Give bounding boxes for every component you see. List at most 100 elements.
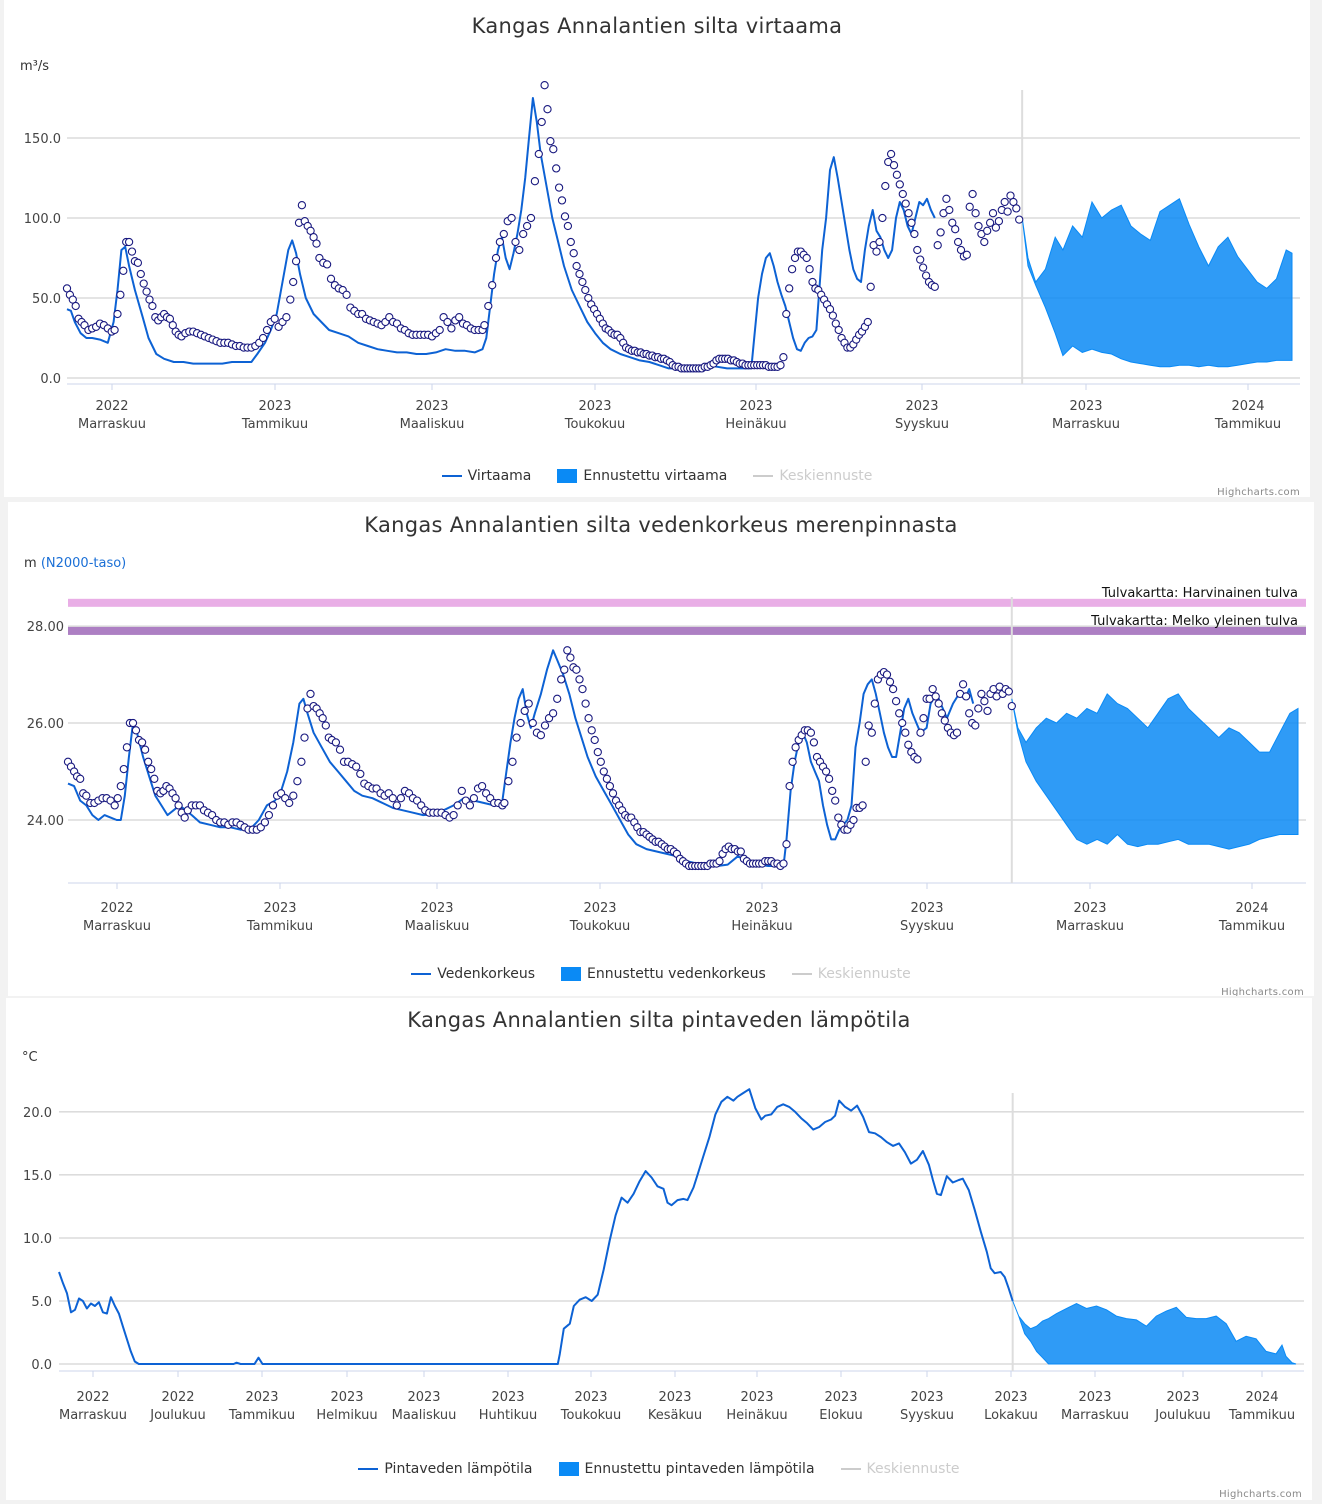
legend-item-ennustettu-vedenkorkeus[interactable]: Ennustettu vedenkorkeus — [561, 966, 766, 982]
x-tick-year: 2023 — [740, 1390, 773, 1405]
observation-point — [285, 798, 294, 808]
y-tick-label: 15.0 — [23, 1169, 52, 1184]
observation-point — [321, 721, 330, 730]
observation-point — [113, 309, 122, 319]
chart-legend: Virtaama Ennustettu virtaama Keskiennust… — [4, 468, 1310, 484]
observation-point — [136, 269, 145, 279]
observation-point — [882, 670, 892, 679]
observation-point — [878, 213, 887, 223]
observation-point — [110, 325, 119, 335]
observation-point — [782, 840, 791, 849]
x-tick-month: Tammikuu — [1228, 1408, 1295, 1423]
observation-point — [322, 260, 332, 269]
observation-point — [898, 189, 907, 199]
observation-point — [584, 714, 593, 723]
legend-item-vedenkorkeus[interactable]: Vedenkorkeus — [411, 966, 535, 982]
legend-item-keskiennuste[interactable]: Keskiennuste — [840, 1461, 960, 1477]
legend-item-keskiennuste[interactable]: Keskiennuste — [791, 966, 911, 982]
observation-point — [809, 738, 819, 747]
observation-point — [971, 209, 980, 218]
x-tick-month: Marraskuu — [59, 1408, 127, 1423]
x-tick-month: Lokakuu — [984, 1408, 1038, 1423]
observation-point — [140, 745, 150, 754]
observation-point — [983, 706, 992, 716]
observation-point — [528, 718, 537, 728]
x-tick-month: Joulukuu — [1154, 1408, 1211, 1423]
x-tick-month: Helmikuu — [316, 1408, 377, 1423]
observation-point — [916, 728, 925, 737]
highcharts-credit[interactable]: Highcharts.com — [1219, 1489, 1302, 1500]
observation-point — [866, 282, 875, 291]
forecast-range-area — [1011, 693, 1299, 850]
y-tick-label: 28.00 — [27, 620, 64, 635]
legend-item-ennustettu-virtaama[interactable]: Ennustettu virtaama — [557, 468, 727, 484]
observation-point — [931, 692, 940, 701]
x-tick-month: Heinäkuu — [731, 919, 792, 934]
highcharts-credit[interactable]: Highcharts.com — [1221, 987, 1304, 996]
chart-title: Kangas Annalantien silta pintaveden lämp… — [407, 1008, 911, 1032]
observation-point — [916, 255, 925, 264]
x-tick-month: Toukokuu — [564, 417, 626, 432]
observation-point — [715, 857, 724, 866]
observation-point — [828, 786, 837, 796]
x-tick-month: Tammikuu — [1218, 919, 1285, 934]
observation-point — [560, 212, 570, 221]
legend-label: Keskiennuste — [817, 966, 911, 982]
x-tick-month: Toukokuu — [560, 1408, 622, 1423]
x-tick-year: 2023 — [263, 901, 296, 916]
y-tick-label: 5.0 — [31, 1295, 52, 1310]
y-axis-unit-label: m — [24, 556, 37, 571]
x-tick-month: Maaliskuu — [405, 919, 470, 934]
observation-point — [977, 689, 986, 699]
observation-point — [983, 226, 992, 235]
x-tick-year: 2023 — [658, 1390, 691, 1405]
x-tick-month: Huhtikuu — [479, 1408, 538, 1423]
observation-point — [901, 199, 910, 208]
legend-label: Vedenkorkeus — [437, 966, 535, 982]
observation-point — [122, 743, 132, 752]
observation-point — [590, 735, 599, 745]
observation-point — [449, 810, 458, 820]
y-tick-label: 10.0 — [23, 1232, 52, 1247]
observation-point — [952, 728, 962, 737]
x-tick-month: Syyskuu — [900, 1408, 954, 1423]
observation-point — [785, 284, 794, 293]
x-tick-month: Maaliskuu — [400, 417, 465, 432]
observation-point — [388, 794, 397, 803]
legend-area-swatch — [557, 469, 578, 483]
observation-point — [116, 290, 125, 299]
observation-point — [1015, 215, 1024, 224]
observation-point — [985, 218, 995, 227]
x-tick-year: 2022 — [100, 901, 133, 916]
y-tick-label: 100.0 — [24, 212, 61, 227]
chart-title: Kangas Annalantien silta vedenkorkeus me… — [364, 513, 958, 537]
y-tick-label: 150.0 — [24, 132, 61, 147]
y-axis-unit: m³/s — [20, 59, 50, 74]
x-tick-year: 2023 — [420, 901, 453, 916]
chart-title: Kangas Annalantien silta virtaama — [471, 14, 843, 38]
legend-item-ennustettu-pintaveden-lampotila[interactable]: Ennustettu pintaveden lämpötila — [558, 1461, 815, 1477]
legend-item-keskiennuste[interactable]: Keskiennuste — [753, 468, 872, 484]
legend-label: Ennustettu pintaveden lämpötila — [584, 1461, 815, 1477]
observation-point — [264, 810, 274, 820]
legend-item-virtaama[interactable]: Virtaama — [441, 468, 531, 484]
x-tick-month: Elokuu — [819, 1408, 862, 1423]
observation-point — [546, 137, 555, 146]
observation-point — [356, 769, 365, 779]
observation-point — [536, 731, 546, 740]
observation-point — [831, 796, 840, 805]
observation-point — [791, 743, 800, 752]
observation-point — [335, 745, 345, 754]
observation-point — [174, 801, 183, 810]
observation-point — [928, 684, 937, 694]
x-tick-month: Marraskuu — [1056, 919, 1124, 934]
observation-point — [1007, 701, 1016, 711]
observation-point — [180, 813, 189, 822]
observation-point — [918, 263, 928, 272]
highcharts-credit[interactable]: Highcharts.com — [1217, 487, 1300, 497]
observation-point — [889, 161, 899, 170]
x-tick-month: Joulukuu — [149, 1408, 206, 1423]
n2000-link[interactable]: (N2000-taso) — [40, 556, 127, 571]
observation-point — [557, 196, 567, 205]
legend-item-pintaveden-lampotila[interactable]: Pintaveden lämpötila — [358, 1461, 533, 1477]
